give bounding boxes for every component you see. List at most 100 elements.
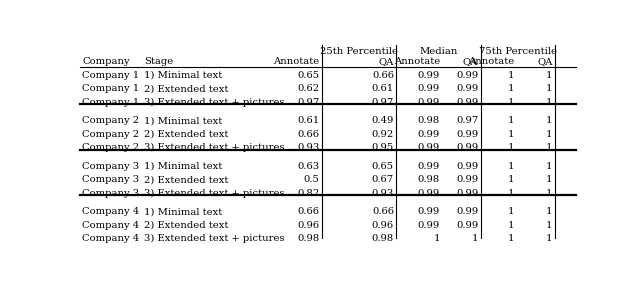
- Text: 1: 1: [508, 84, 515, 93]
- Text: 0.98: 0.98: [418, 175, 440, 184]
- Text: 0.98: 0.98: [418, 116, 440, 125]
- Text: 1: 1: [508, 221, 515, 230]
- Text: 1: 1: [546, 143, 553, 152]
- Text: 0.99: 0.99: [456, 207, 478, 216]
- Text: 1: 1: [508, 188, 515, 197]
- Text: 1: 1: [546, 130, 553, 139]
- Text: 1) Minimal text: 1) Minimal text: [145, 71, 223, 80]
- Text: 0.98: 0.98: [372, 234, 394, 243]
- Text: 0.99: 0.99: [456, 221, 478, 230]
- Text: 1) Minimal text: 1) Minimal text: [145, 162, 223, 171]
- Text: Company 4: Company 4: [83, 221, 140, 230]
- Text: 0.65: 0.65: [372, 162, 394, 171]
- Text: Company 1: Company 1: [83, 98, 140, 107]
- Text: 0.97: 0.97: [372, 98, 394, 107]
- Text: 0.66: 0.66: [298, 130, 319, 139]
- Text: 0.66: 0.66: [372, 207, 394, 216]
- Text: 1: 1: [508, 143, 515, 152]
- Text: Company 1: Company 1: [83, 71, 140, 80]
- Text: 0.65: 0.65: [298, 71, 319, 80]
- Text: 3) Extended text + pictures: 3) Extended text + pictures: [145, 98, 285, 107]
- Text: 0.66: 0.66: [298, 207, 319, 216]
- Text: 2) Extended text: 2) Extended text: [145, 130, 229, 139]
- Text: 1: 1: [508, 162, 515, 171]
- Text: 1: 1: [508, 175, 515, 184]
- Text: QA: QA: [463, 57, 478, 66]
- Text: 1: 1: [508, 207, 515, 216]
- Text: Company 3: Company 3: [83, 175, 140, 184]
- Text: 1: 1: [508, 71, 515, 80]
- Text: 3) Extended text + pictures: 3) Extended text + pictures: [145, 188, 285, 198]
- Text: 0.99: 0.99: [418, 207, 440, 216]
- Text: 0.97: 0.97: [298, 98, 319, 107]
- Text: 1: 1: [546, 234, 553, 243]
- Text: 0.97: 0.97: [456, 116, 478, 125]
- Text: 0.93: 0.93: [372, 188, 394, 197]
- Text: 1: 1: [546, 116, 553, 125]
- Text: 1: 1: [546, 84, 553, 93]
- Text: Company 3: Company 3: [83, 162, 140, 171]
- Text: 0.99: 0.99: [456, 130, 478, 139]
- Text: 0.63: 0.63: [298, 162, 319, 171]
- Text: 25th Percentile: 25th Percentile: [320, 47, 398, 56]
- Text: 0.99: 0.99: [456, 188, 478, 197]
- Text: Median: Median: [419, 47, 458, 56]
- Text: 3) Extended text + pictures: 3) Extended text + pictures: [145, 143, 285, 152]
- Text: 0.99: 0.99: [418, 143, 440, 152]
- Text: 1) Minimal text: 1) Minimal text: [145, 116, 223, 125]
- Text: Company 2: Company 2: [83, 116, 140, 125]
- Text: 1: 1: [508, 130, 515, 139]
- Text: 0.96: 0.96: [372, 221, 394, 230]
- Text: 0.99: 0.99: [456, 175, 478, 184]
- Text: 0.95: 0.95: [372, 143, 394, 152]
- Text: 1: 1: [472, 234, 478, 243]
- Text: 0.49: 0.49: [372, 116, 394, 125]
- Text: 1: 1: [546, 162, 553, 171]
- Text: Company 1: Company 1: [83, 84, 140, 93]
- Text: 2) Extended text: 2) Extended text: [145, 175, 229, 184]
- Text: 0.99: 0.99: [418, 162, 440, 171]
- Text: 0.99: 0.99: [456, 162, 478, 171]
- Text: 0.99: 0.99: [456, 84, 478, 93]
- Text: 1: 1: [508, 98, 515, 107]
- Text: 1: 1: [546, 188, 553, 197]
- Text: 1: 1: [508, 116, 515, 125]
- Text: 1: 1: [546, 207, 553, 216]
- Text: 1: 1: [546, 71, 553, 80]
- Text: Annotate: Annotate: [394, 57, 440, 66]
- Text: 1: 1: [546, 98, 553, 107]
- Text: 0.62: 0.62: [298, 84, 319, 93]
- Text: 0.99: 0.99: [456, 98, 478, 107]
- Text: 0.61: 0.61: [298, 116, 319, 125]
- Text: 3) Extended text + pictures: 3) Extended text + pictures: [145, 234, 285, 243]
- Text: 0.96: 0.96: [298, 221, 319, 230]
- Text: 0.93: 0.93: [298, 143, 319, 152]
- Text: 0.61: 0.61: [372, 84, 394, 93]
- Text: QA: QA: [379, 57, 394, 66]
- Text: 0.99: 0.99: [418, 98, 440, 107]
- Text: 1) Minimal text: 1) Minimal text: [145, 207, 223, 216]
- Text: 1: 1: [508, 234, 515, 243]
- Text: Stage: Stage: [145, 57, 173, 66]
- Text: 0.92: 0.92: [372, 130, 394, 139]
- Text: 0.67: 0.67: [372, 175, 394, 184]
- Text: 0.5: 0.5: [304, 175, 319, 184]
- Text: 2) Extended text: 2) Extended text: [145, 84, 229, 93]
- Text: Annotate: Annotate: [468, 57, 515, 66]
- Text: 1: 1: [433, 234, 440, 243]
- Text: 0.66: 0.66: [372, 71, 394, 80]
- Text: 0.99: 0.99: [418, 188, 440, 197]
- Text: 0.99: 0.99: [418, 221, 440, 230]
- Text: Company 4: Company 4: [83, 207, 140, 216]
- Text: 1: 1: [546, 175, 553, 184]
- Text: Company 2: Company 2: [83, 143, 140, 152]
- Text: Company: Company: [83, 57, 130, 66]
- Text: 0.99: 0.99: [456, 71, 478, 80]
- Text: 1: 1: [546, 221, 553, 230]
- Text: Company 2: Company 2: [83, 130, 140, 139]
- Text: Company 3: Company 3: [83, 188, 140, 197]
- Text: 0.99: 0.99: [456, 143, 478, 152]
- Text: 2) Extended text: 2) Extended text: [145, 221, 229, 230]
- Text: QA: QA: [538, 57, 553, 66]
- Text: 0.99: 0.99: [418, 84, 440, 93]
